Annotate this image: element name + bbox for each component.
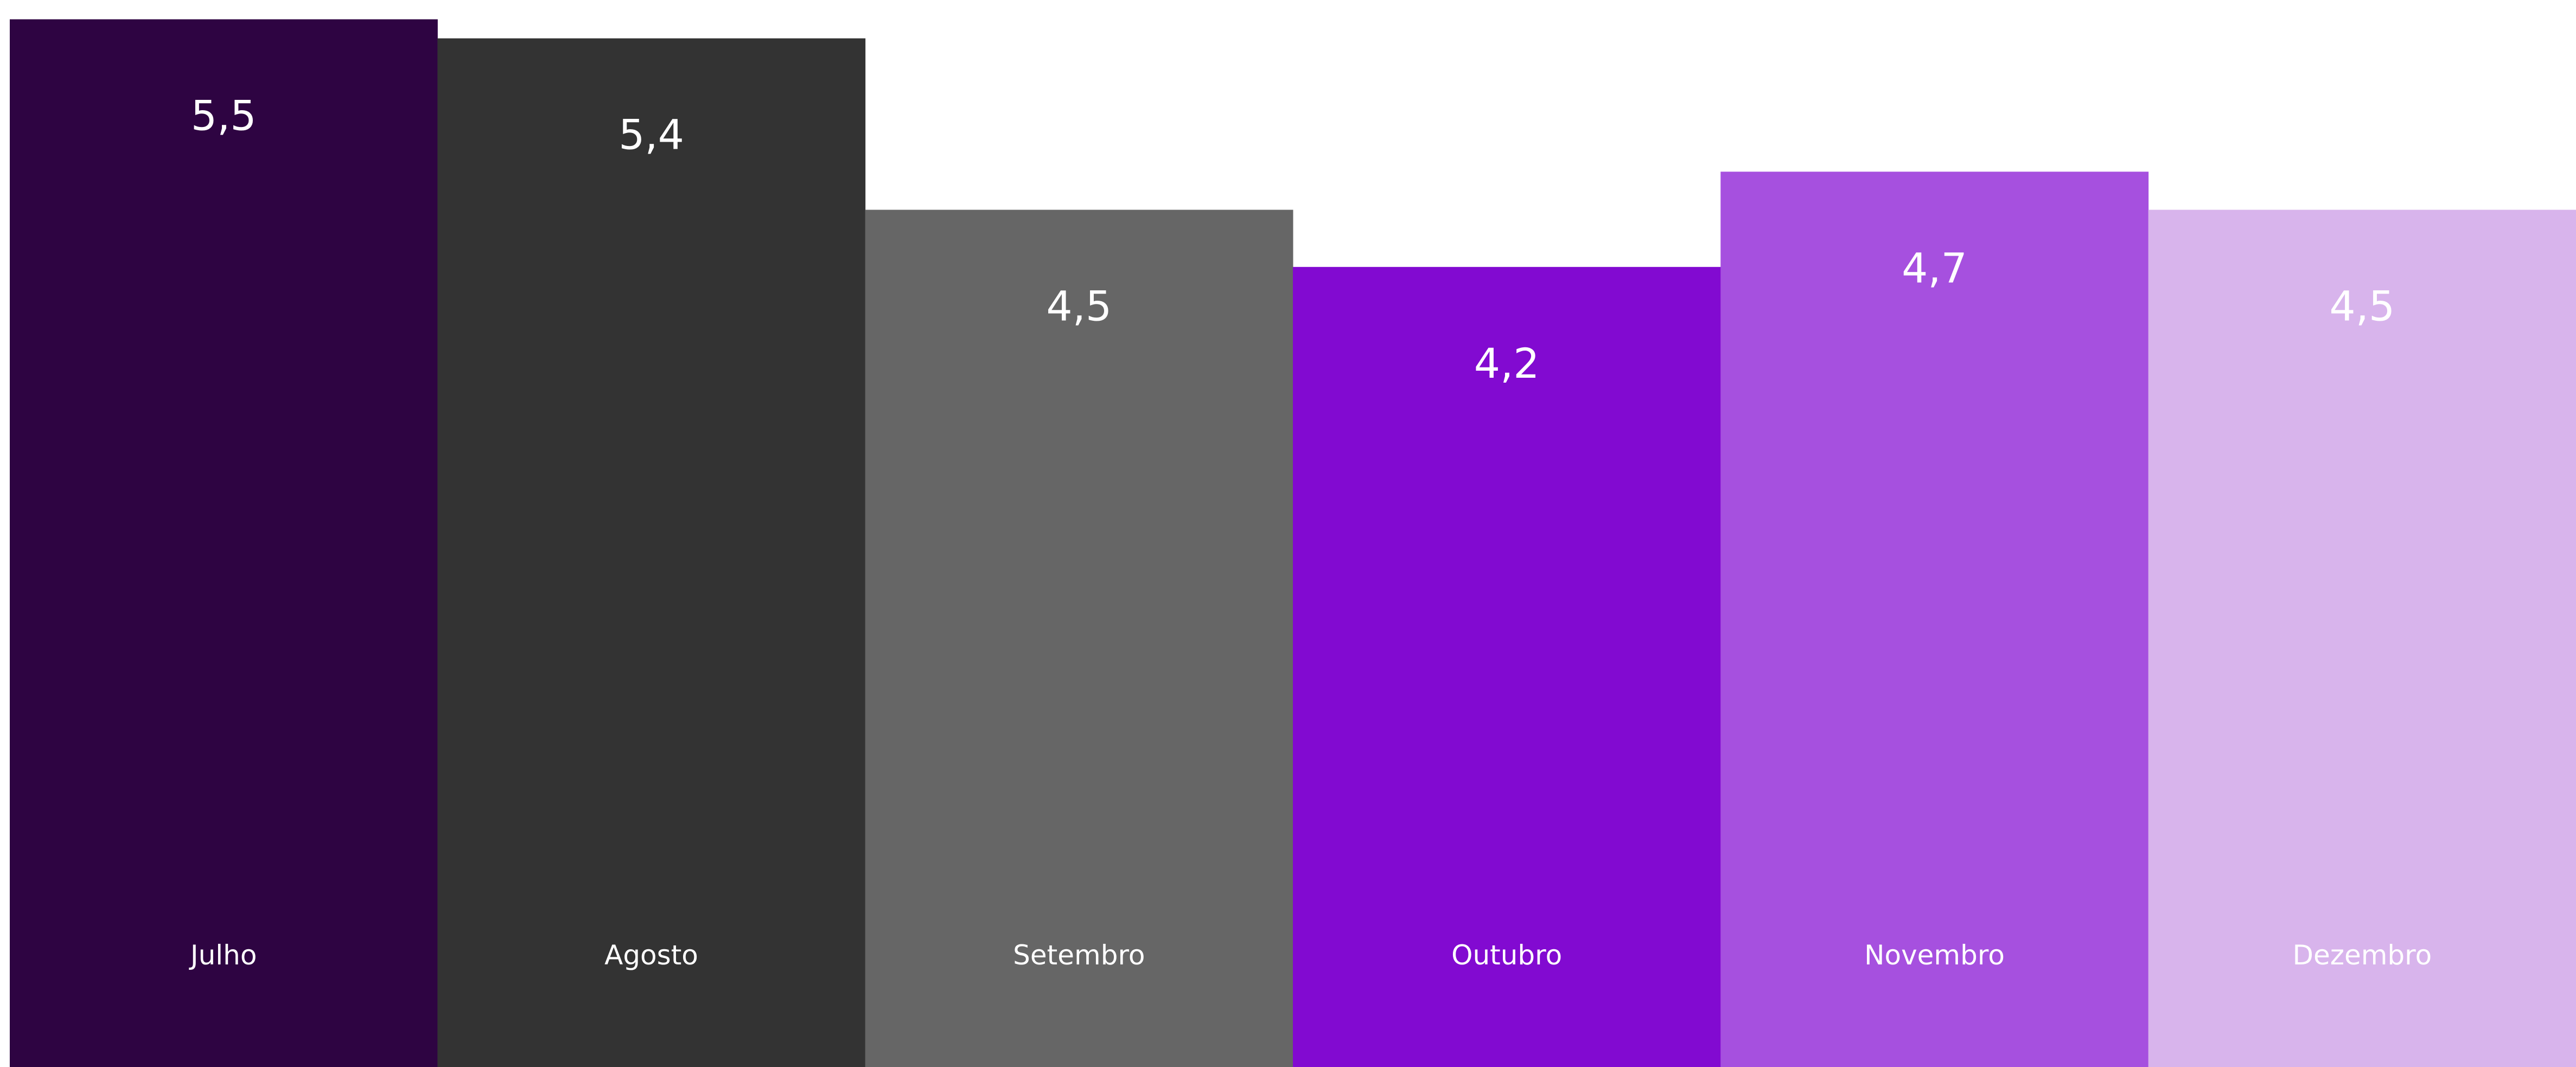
bar-novembro [1720, 172, 2149, 1067]
value-label-novembro: 4,7 [1902, 244, 1967, 292]
bar-outubro [1293, 266, 1721, 1067]
value-label-agosto: 5,4 [619, 111, 684, 159]
category-label-novembro: Novembro [1864, 939, 2005, 971]
value-label-outubro: 4,2 [1474, 339, 1540, 388]
value-label-dezembro: 4,5 [2329, 282, 2395, 331]
category-label-outubro: Outubro [1451, 939, 1562, 971]
category-label-julho: Julho [189, 939, 257, 971]
bar-setembro [865, 209, 1293, 1067]
bar-agosto [437, 38, 866, 1067]
category-label-dezembro: Dezembro [2292, 939, 2432, 971]
bar-julho [10, 19, 438, 1067]
category-label-setembro: Setembro [1013, 939, 1145, 971]
bar-dezembro [2148, 209, 2576, 1067]
value-label-julho: 5,5 [191, 92, 257, 140]
category-label-agosto: Agosto [604, 939, 698, 971]
value-label-setembro: 4,5 [1046, 282, 1112, 331]
